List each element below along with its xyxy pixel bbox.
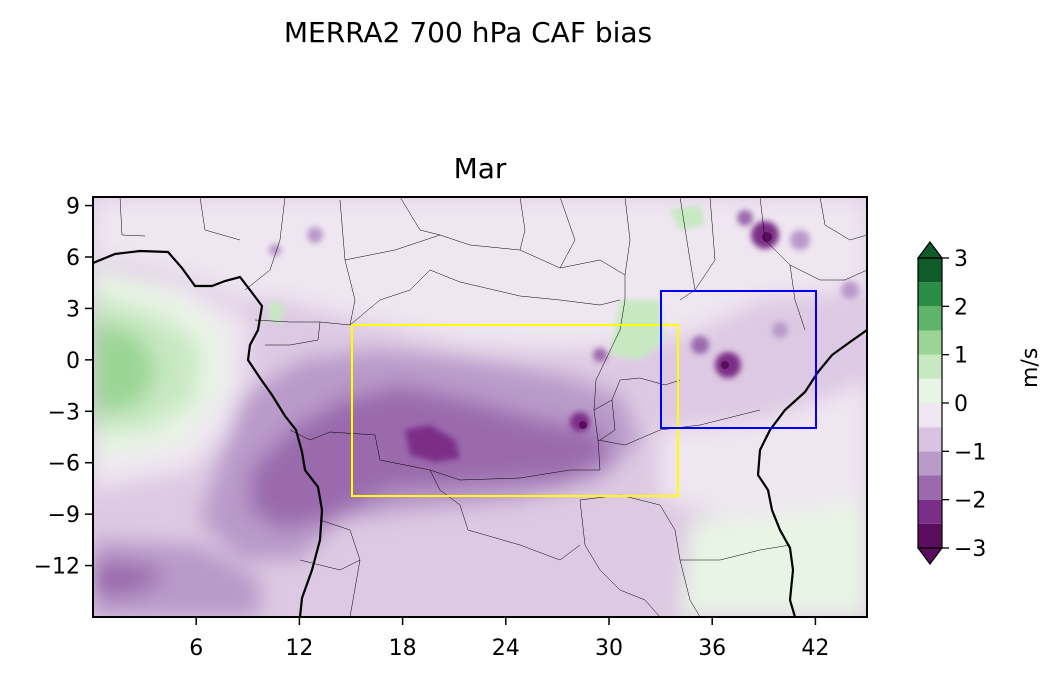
bias-spot-lake-2 <box>593 348 607 362</box>
map-frame <box>92 196 868 618</box>
bias-spot-lake-1 <box>570 412 590 432</box>
map-area <box>93 197 867 617</box>
bias-spot-east-7 <box>841 281 859 299</box>
colorbar-bin <box>918 282 942 307</box>
colorbar-bin <box>918 354 942 379</box>
bias-spot-west-2 <box>307 227 323 243</box>
x-axis: 6 12 18 24 30 36 42 <box>189 617 829 661</box>
colorbar-extend-min <box>916 547 944 565</box>
colorbar-bin <box>918 427 942 452</box>
x-tick-label: 30 <box>595 636 623 661</box>
colorbar-tick-label: −1 <box>954 440 986 465</box>
bias-core-east-1 <box>762 232 772 242</box>
colorbar-tick-label: −3 <box>954 537 986 562</box>
x-tick-label: 6 <box>189 636 203 661</box>
colorbar: 3 2 1 0 −1 −2 −3 <box>916 241 986 565</box>
bias-zone-positive-southeast <box>680 500 867 617</box>
y-tick-label: 0 <box>66 349 80 374</box>
colorbar-tick-label: 2 <box>954 295 968 320</box>
y-tick-label: 6 <box>66 246 80 271</box>
x-tick-label: 36 <box>698 636 726 661</box>
region-box-central <box>351 324 679 497</box>
colorbar-bin <box>918 258 942 283</box>
bias-zone-negative-ocean <box>93 540 260 617</box>
colorbar-tick-label: 1 <box>954 344 968 369</box>
y-tick-label: −6 <box>48 452 80 477</box>
colorbar-tick-label: 3 <box>954 247 968 272</box>
bias-spot-west-1 <box>269 244 281 256</box>
figure-suptitle: MERRA2 700 hPa CAF bias <box>283 16 653 49</box>
coastline <box>93 249 867 617</box>
x-tick-label: 24 <box>492 636 520 661</box>
bias-spot-east-2 <box>737 210 753 226</box>
colorbar-bin <box>918 499 942 524</box>
colorbar-bin <box>918 330 942 355</box>
colorbar-bin <box>918 306 942 331</box>
colorbar-bin <box>918 378 942 403</box>
panel-title: Mar <box>453 152 507 185</box>
y-tick-label: −3 <box>48 400 80 425</box>
x-tick-label: 12 <box>285 636 313 661</box>
bias-core-central <box>405 425 460 462</box>
region-box-east <box>660 290 817 429</box>
y-tick-label: 3 <box>66 297 80 322</box>
country-borders <box>119 197 867 617</box>
colorbar-extend-max <box>916 241 944 259</box>
colorbar-bin <box>918 451 942 476</box>
bias-patch-positive-lake <box>610 300 665 360</box>
colorbar-tick-label: 0 <box>954 392 968 417</box>
bias-patch-positive-nw <box>268 300 285 325</box>
bias-core-lake <box>579 421 587 429</box>
colorbar-tick-label: −2 <box>954 489 986 514</box>
bias-zone-negative-ocean-2 <box>93 560 165 597</box>
bias-spot-east-6 <box>772 322 788 338</box>
y-tick-label: 9 <box>66 195 80 220</box>
bias-patch-positive-north <box>670 205 705 230</box>
colorbar-bin <box>918 475 942 500</box>
bias-core-east-2 <box>721 361 729 369</box>
bias-zone-near-zero-north <box>93 197 867 350</box>
bias-zone-positive-west-3 <box>93 320 158 415</box>
y-tick-label: −9 <box>48 503 80 528</box>
bias-spot-east-5 <box>790 230 810 250</box>
bias-spot-east-4 <box>691 336 709 354</box>
y-axis: 9 6 3 0 −3 −6 −9 −12 <box>34 195 93 580</box>
colorbar-bin <box>918 403 942 428</box>
y-tick-label: −12 <box>34 555 80 580</box>
x-tick-label: 42 <box>801 636 829 661</box>
colorbar-bin <box>918 523 942 548</box>
x-tick-label: 18 <box>389 636 417 661</box>
